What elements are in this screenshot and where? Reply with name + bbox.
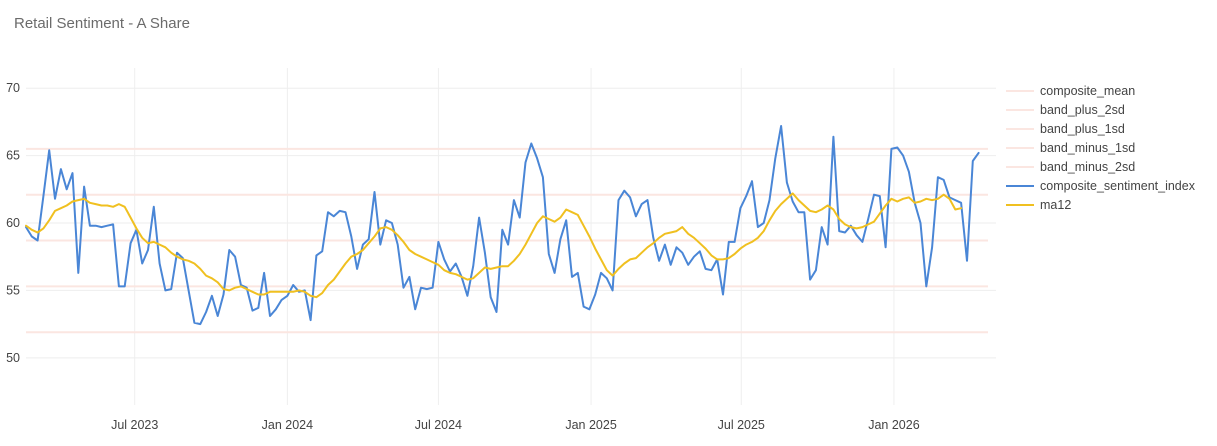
legend-label: composite_mean	[1040, 84, 1135, 98]
legend-label: band_plus_2sd	[1040, 103, 1125, 117]
x-axis-ticks: Jul 2023 Jan 2024 Jul 2024 Jan 2025 Jul 2025…	[111, 418, 920, 432]
legend-label: band_minus_1sd	[1040, 141, 1135, 155]
x-tick-label: Jul 2025	[718, 418, 765, 432]
y-tick-label: 55	[6, 283, 20, 297]
legend-label: ma12	[1040, 198, 1071, 212]
y-tick-label: 70	[6, 81, 20, 95]
grid-lines	[26, 68, 996, 405]
legend-item-band-plus-1sd[interactable]: band_plus_1sd	[1006, 122, 1125, 136]
chart-title: Retail Sentiment - A Share	[14, 15, 190, 32]
y-tick-label: 50	[6, 351, 20, 365]
x-tick-label: Jan 2026	[868, 418, 919, 432]
legend-label: composite_sentiment_index	[1040, 179, 1196, 193]
y-axis-ticks: 50 55 60 65 70	[6, 81, 20, 365]
x-tick-label: Jul 2024	[415, 418, 462, 432]
legend-item-composite-sentiment-index[interactable]: composite_sentiment_index	[1006, 179, 1196, 193]
y-tick-label: 60	[6, 216, 20, 230]
legend-item-ma12[interactable]: ma12	[1006, 198, 1071, 212]
legend-item-band-minus-1sd[interactable]: band_minus_1sd	[1006, 141, 1135, 155]
x-tick-label: Jan 2024	[262, 418, 313, 432]
series-line-ma12	[25, 192, 963, 299]
x-tick-label: Jan 2025	[565, 418, 616, 432]
legend-item-band-plus-2sd[interactable]: band_plus_2sd	[1006, 103, 1125, 117]
legend[interactable]: composite_mean band_plus_2sd band_plus_1sd…	[1006, 84, 1196, 212]
legend-label: band_plus_1sd	[1040, 122, 1125, 136]
series-line-composite-sentiment-index	[25, 125, 980, 326]
y-tick-label: 65	[6, 149, 20, 163]
legend-item-band-minus-2sd[interactable]: band_minus_2sd	[1006, 160, 1135, 174]
legend-item-composite-mean[interactable]: composite_mean	[1006, 84, 1135, 98]
x-tick-label: Jul 2023	[111, 418, 158, 432]
legend-label: band_minus_2sd	[1040, 160, 1135, 174]
series-lines	[25, 125, 980, 326]
